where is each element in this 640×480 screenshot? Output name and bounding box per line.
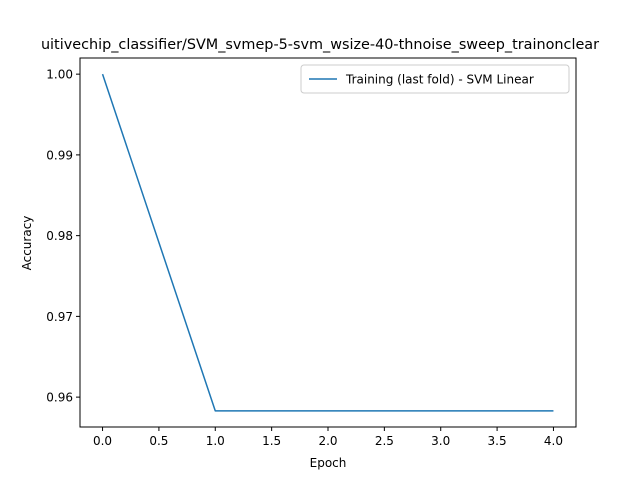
x-tick-label: 4.0	[544, 434, 563, 448]
y-tick-label: 0.96	[46, 391, 73, 405]
x-axis: 0.0 0.5 1.0 1.5 2.0 2.5 3.0 3.5 4.0	[93, 427, 563, 448]
y-axis-label: Accuracy	[20, 216, 34, 271]
y-tick-label: 0.98	[46, 229, 73, 243]
y-axis: 0.96 0.97 0.98 0.99 1.00	[46, 68, 80, 405]
x-tick-label: 2.5	[375, 434, 394, 448]
x-tick-label: 3.0	[431, 434, 450, 448]
x-axis-label: Epoch	[310, 456, 347, 470]
series-layer	[101, 73, 554, 412]
y-tick-label: 0.99	[46, 148, 73, 162]
chart-title: uitivechip_classifier/SVM_svmep-5-svm_ws…	[41, 37, 599, 53]
x-tick-label: 3.5	[488, 434, 507, 448]
x-tick-label: 1.0	[206, 434, 225, 448]
series-line-0	[101, 73, 554, 412]
x-tick-label: 0.0	[93, 434, 112, 448]
legend-label: Training (last fold) - SVM Linear	[345, 73, 534, 87]
y-tick-label: 1.00	[46, 68, 73, 82]
y-tick-label: 0.97	[46, 310, 73, 324]
x-tick-label: 2.0	[318, 434, 337, 448]
x-tick-label: 0.5	[149, 434, 168, 448]
legend-box	[300, 64, 570, 94]
axes-frame	[79, 57, 577, 428]
legend: Training (last fold) - SVM Linear	[300, 64, 570, 94]
x-tick-label: 1.5	[262, 434, 281, 448]
